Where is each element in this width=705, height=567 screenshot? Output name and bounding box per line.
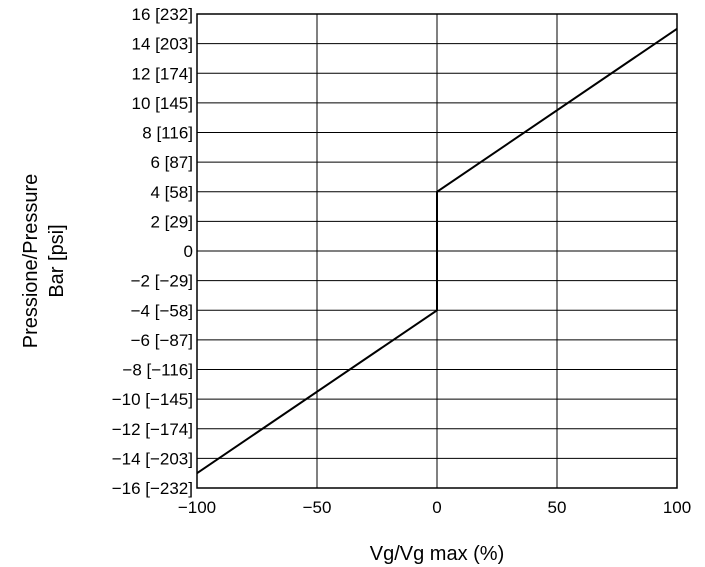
y-tick-label: 6 [87] — [150, 153, 193, 172]
y-tick-label: −16 [−232] — [112, 479, 193, 498]
y-tick-label: 14 [203] — [132, 35, 193, 54]
x-tick-labels: −100 −50 0 50 100 — [178, 498, 691, 517]
y-tick-label: 4 [58] — [150, 183, 193, 202]
y-tick-label: −14 [−203] — [112, 449, 193, 468]
y-tick-label: 0 — [184, 242, 193, 261]
y-tick-label: −8 [−116] — [122, 361, 193, 380]
x-tick-label: −50 — [303, 498, 332, 517]
series-layer — [196, 27, 678, 475]
y-tick-label: 12 [174] — [132, 64, 193, 83]
y-tick-label: −2 [−29] — [131, 272, 193, 291]
y-tick-label: −4 [−58] — [131, 301, 193, 320]
x-tick-label: 50 — [548, 498, 567, 517]
x-tick-label: 0 — [432, 498, 441, 517]
x-axis-title: Vg/Vg max (%) — [370, 543, 504, 565]
series-line — [196, 27, 678, 475]
plot-frame — [196, 13, 678, 489]
y-axis-title-line-1: Pressione/Pressure — [20, 174, 42, 349]
y-tick-label: −6 [−87] — [131, 331, 193, 350]
y-tick-labels: 16 [232] 14 [203] 12 [174] 10 [145] 8 [116] 6… — [112, 5, 193, 498]
y-tick-label: −12 [−174] — [112, 420, 193, 439]
y-tick-label: 10 [145] — [132, 94, 193, 113]
x-tick-label: −100 — [178, 498, 216, 517]
y-tick-label: 16 [232] — [132, 5, 193, 24]
y-tick-label: 2 [29] — [150, 212, 193, 231]
x-tick-label: 100 — [663, 498, 691, 517]
y-axis-title-line-2: Bar [psi] — [46, 224, 68, 297]
y-tick-label: −10 [−145] — [112, 390, 193, 409]
y-tick-label: 8 [116] — [142, 124, 193, 143]
